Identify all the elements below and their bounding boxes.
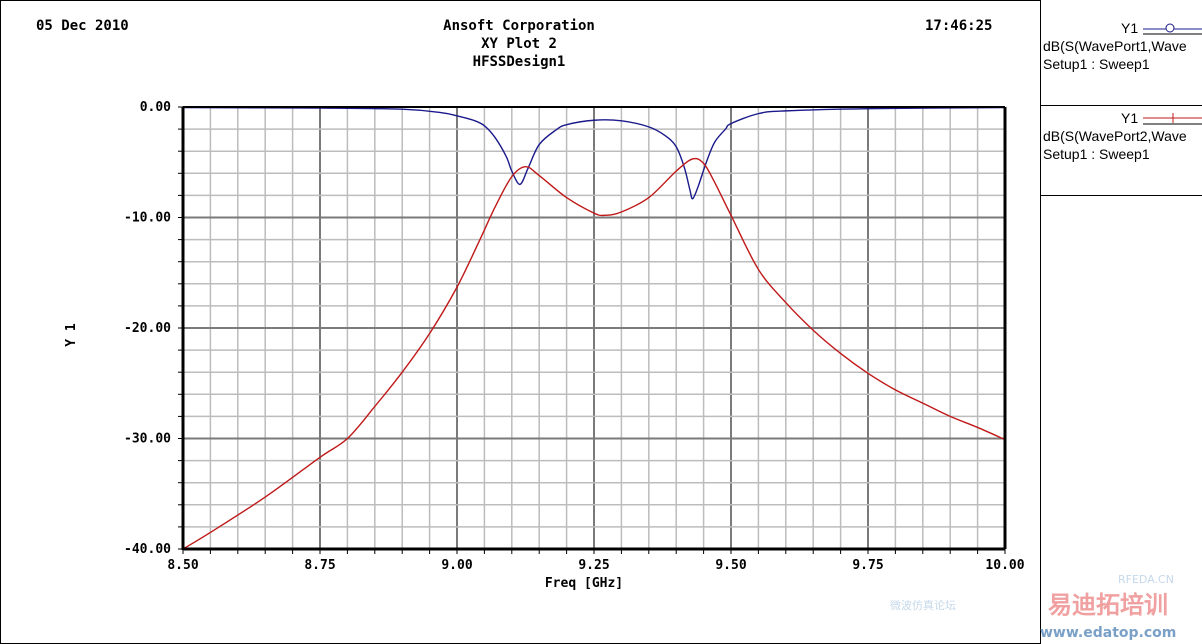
x-tick-label: 9.75 <box>852 558 883 573</box>
x-tick-label: 9.50 <box>715 558 746 573</box>
x-tick-label: 9.25 <box>578 558 609 573</box>
series-s11-line <box>182 106 1006 200</box>
legend-marker-plus-icon <box>1143 113 1202 125</box>
design-label: HFSSDesign1 <box>472 54 566 70</box>
y-tick-label: -30.00 <box>124 432 171 447</box>
watermark-rfeda: RFEDA.CN <box>1118 573 1174 586</box>
xy-plot: 8.50 8.75 9.00 9.25 9.50 9.75 10.00 0.00 -10.00 -… <box>0 0 1040 644</box>
x-tick-label: 10.00 <box>985 558 1024 573</box>
legend-expr: dB(S(WavePort2,Wave <box>1043 128 1187 144</box>
y-axis-label: Y 1 <box>64 323 79 347</box>
y-tick-label: -40.00 <box>124 542 171 557</box>
time-label: 17:46:25 <box>925 18 993 34</box>
watermark-edatop: 易迪拓培训 <box>1048 591 1168 619</box>
legend-setup: Setup1 : Sweep1 <box>1043 146 1150 162</box>
watermark-url: www.edatop.com <box>1040 625 1177 641</box>
plot-title: XY Plot 2 <box>481 36 557 52</box>
company-label: Ansoft Corporation <box>443 18 595 34</box>
legend-marker-circle-icon <box>1143 23 1202 35</box>
y-tick-label: 0.00 <box>140 100 171 115</box>
legend-setup: Setup1 : Sweep1 <box>1043 56 1150 72</box>
watermark-forum: 微波仿真论坛 <box>890 599 956 612</box>
x-tick-label: 8.50 <box>167 558 198 573</box>
series-s21-line <box>182 157 1006 550</box>
y-tick-label: -20.00 <box>124 321 171 336</box>
legend-expr: dB(S(WavePort1,Wave <box>1043 38 1187 54</box>
date-label: 05 Dec 2010 <box>36 18 129 34</box>
x-axis-label: Freq [GHz] <box>545 576 623 591</box>
y-tick-label: -10.00 <box>124 211 171 226</box>
legend-entry-s21[interactable]: Y1 dB(S(WavePort2,Wave Setup1 : Sweep1 <box>1041 105 1202 196</box>
legend-panel: Y1 dB(S(WavePort1,Wave Setup1 : Sweep1 Y… <box>1040 0 1202 644</box>
x-tick-label: 9.00 <box>441 558 472 573</box>
legend-entry-s11[interactable]: Y1 dB(S(WavePort1,Wave Setup1 : Sweep1 <box>1041 0 1202 106</box>
legend-axis: Y1 <box>1121 20 1139 36</box>
x-tick-label: 8.75 <box>304 558 335 573</box>
legend-axis: Y1 <box>1121 110 1139 126</box>
